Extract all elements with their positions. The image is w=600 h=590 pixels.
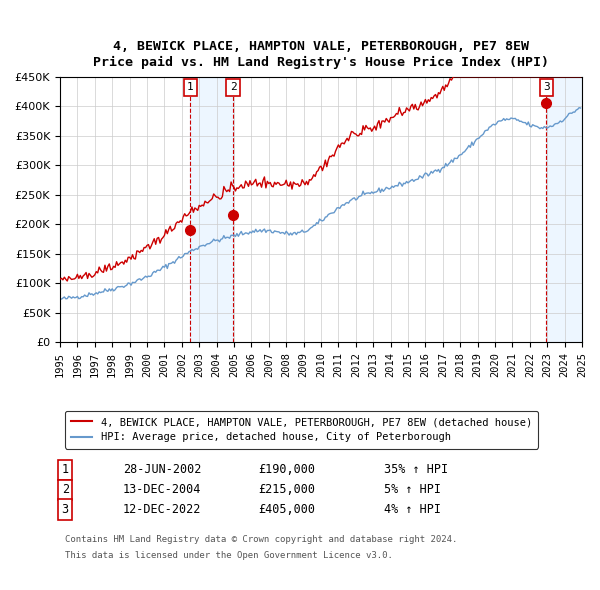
Text: Contains HM Land Registry data © Crown copyright and database right 2024.: Contains HM Land Registry data © Crown c… (65, 535, 458, 544)
Text: 35% ↑ HPI: 35% ↑ HPI (383, 463, 448, 476)
Legend: 4, BEWICK PLACE, HAMPTON VALE, PETERBOROUGH, PE7 8EW (detached house), HPI: Aver: 4, BEWICK PLACE, HAMPTON VALE, PETERBORO… (65, 411, 538, 448)
Text: 28-JUN-2002: 28-JUN-2002 (122, 463, 201, 476)
Text: This data is licensed under the Open Government Licence v3.0.: This data is licensed under the Open Gov… (65, 550, 393, 560)
Text: 1: 1 (187, 83, 194, 92)
Bar (547, 77, 582, 342)
Text: 2: 2 (62, 483, 69, 496)
Text: 3: 3 (543, 83, 550, 92)
Text: 5% ↑ HPI: 5% ↑ HPI (383, 483, 440, 496)
Bar (190, 77, 233, 342)
Title: 4, BEWICK PLACE, HAMPTON VALE, PETERBOROUGH, PE7 8EW
Price paid vs. HM Land Regi: 4, BEWICK PLACE, HAMPTON VALE, PETERBORO… (93, 41, 549, 68)
Text: 4% ↑ HPI: 4% ↑ HPI (383, 503, 440, 516)
Text: 1: 1 (62, 463, 69, 476)
Text: 3: 3 (62, 503, 69, 516)
Text: £190,000: £190,000 (259, 463, 316, 476)
Text: £215,000: £215,000 (259, 483, 316, 496)
Text: 13-DEC-2004: 13-DEC-2004 (122, 483, 201, 496)
Text: £405,000: £405,000 (259, 503, 316, 516)
Text: 12-DEC-2022: 12-DEC-2022 (122, 503, 201, 516)
Text: 2: 2 (230, 83, 236, 92)
